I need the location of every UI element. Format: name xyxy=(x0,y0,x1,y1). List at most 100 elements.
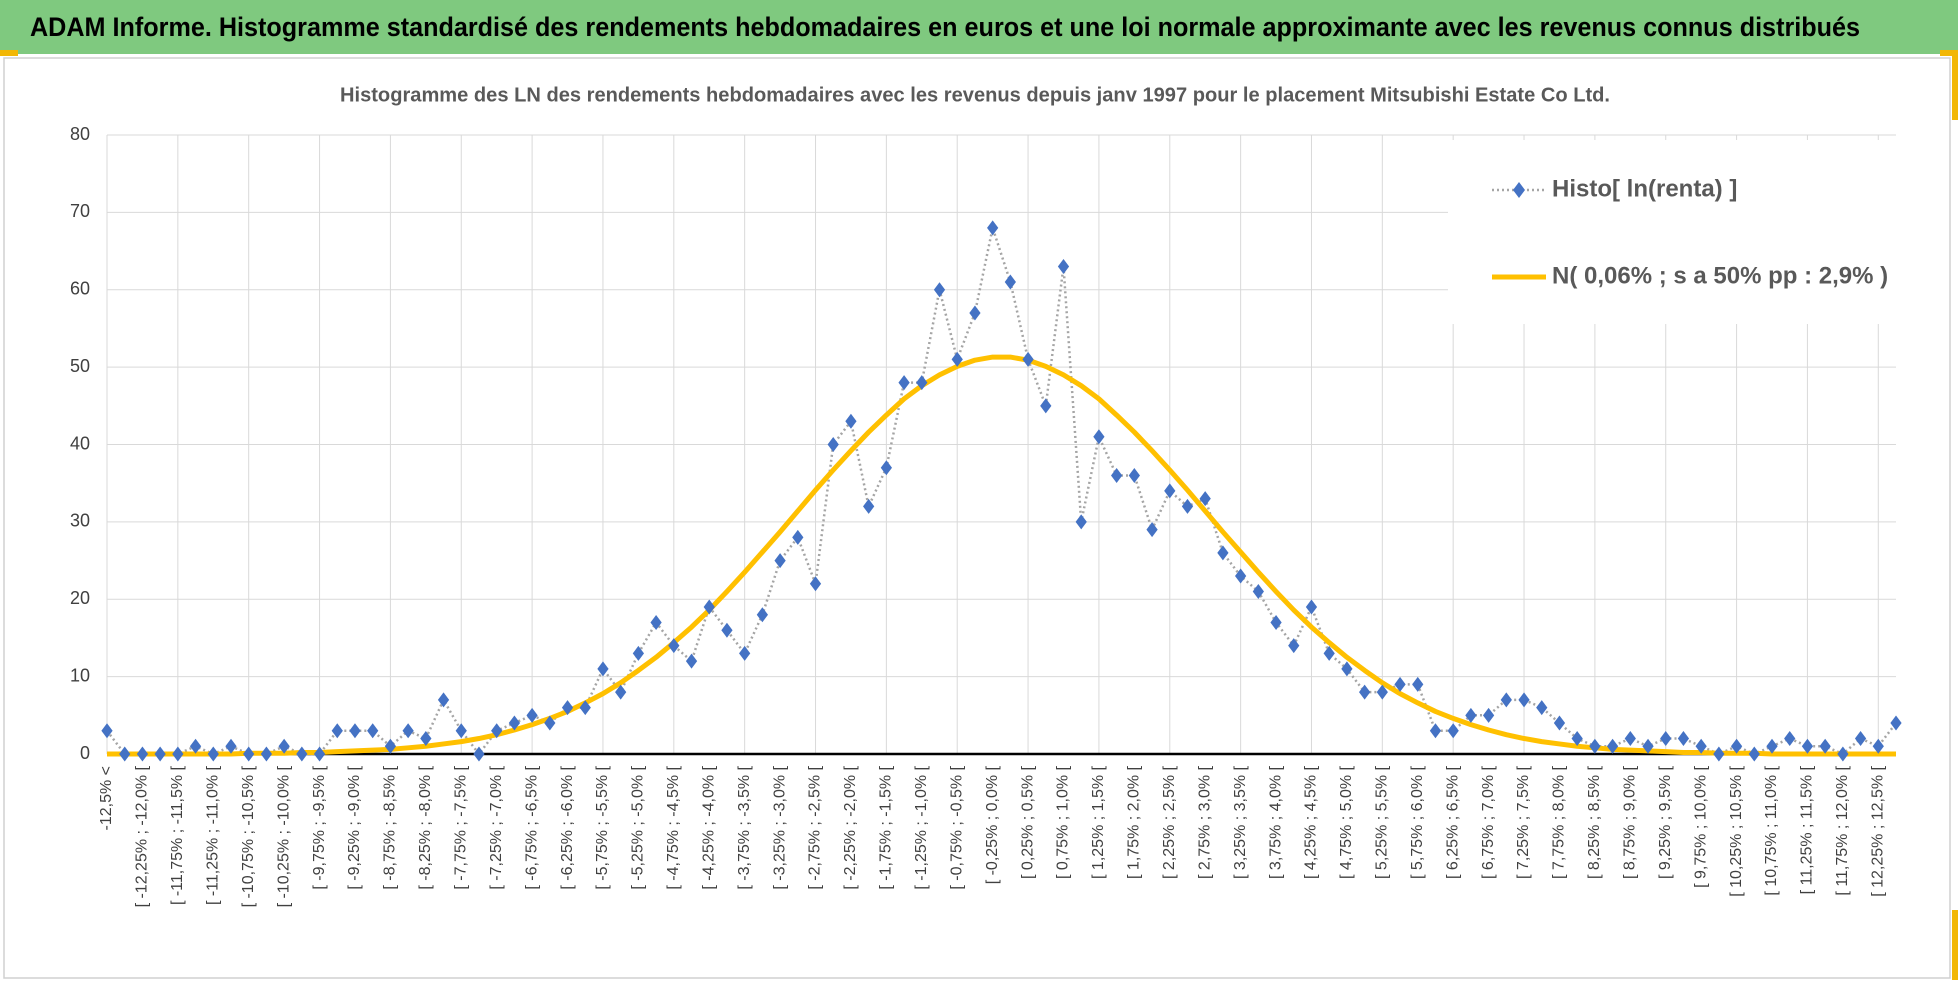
y-tick-label: 70 xyxy=(70,201,90,221)
marker xyxy=(792,529,804,545)
marker xyxy=(863,498,875,514)
marker xyxy=(1305,599,1318,615)
marker xyxy=(101,723,113,739)
x-tick-label: [ -11,75% ; -11,5% [ xyxy=(169,765,186,905)
marker xyxy=(455,723,467,739)
marker xyxy=(1518,692,1530,708)
x-tick-label: [ -0,75% ; -0,5% [ xyxy=(948,765,965,889)
marker xyxy=(1695,738,1707,754)
marker xyxy=(1589,738,1601,754)
marker xyxy=(1713,746,1725,762)
marker xyxy=(1571,731,1583,747)
y-tick-label: 30 xyxy=(70,511,90,531)
marker xyxy=(1394,676,1406,692)
marker xyxy=(1376,684,1388,700)
x-tick-label: [ -10,25% ; -10,0% [ xyxy=(275,765,292,907)
marker xyxy=(827,437,839,452)
marker xyxy=(1784,731,1796,747)
x-tick-label: [ 8,75% ; 9,0% [ xyxy=(1622,765,1639,879)
x-tick-label: [ -4,25% ; -4,0% [ xyxy=(700,765,717,889)
marker xyxy=(473,746,485,762)
marker xyxy=(1872,738,1884,754)
x-tick-label: [ -1,75% ; -1,5% [ xyxy=(878,765,895,889)
legend-label: Histo[ ln(renta) ] xyxy=(1552,175,1737,202)
x-tick-label: [ 3,25% ; 3,5% [ xyxy=(1232,765,1249,879)
marker xyxy=(845,413,857,429)
y-tick-label: 80 xyxy=(70,124,90,144)
title-banner xyxy=(0,0,1958,54)
legend-box xyxy=(1448,140,1910,324)
y-tick-label: 10 xyxy=(70,665,90,685)
marker xyxy=(367,723,379,739)
x-tick-label: [ -6,25% ; -6,0% [ xyxy=(559,765,576,889)
x-tick-label: [ 9,25% ; 9,5% [ xyxy=(1657,765,1674,879)
marker xyxy=(561,700,574,716)
x-tick-label: [ 4,25% ; 4,5% [ xyxy=(1303,765,1320,879)
x-tick-label: [ -1,25% ; -1,0% [ xyxy=(913,765,930,889)
marker xyxy=(1819,738,1831,754)
marker xyxy=(916,375,928,391)
marker xyxy=(1660,731,1672,747)
x-tick-label: [ 8,25% ; 8,5% [ xyxy=(1586,765,1603,879)
marker xyxy=(1146,522,1158,538)
marker xyxy=(1801,738,1814,754)
x-tick-label: [ -2,25% ; -2,0% [ xyxy=(842,765,859,889)
marker xyxy=(969,305,981,321)
marker xyxy=(1854,731,1867,747)
marker xyxy=(1429,723,1442,739)
marker xyxy=(1252,584,1264,600)
marker xyxy=(1766,738,1778,754)
marker xyxy=(1447,723,1459,739)
x-tick-label: [ -5,75% ; -5,5% [ xyxy=(594,765,611,889)
marker xyxy=(349,723,361,739)
marker xyxy=(756,607,769,623)
marker xyxy=(331,723,343,739)
marker xyxy=(1536,700,1548,716)
marker xyxy=(951,351,963,367)
legend-label: N( 0,06% ; s a 50% pp : 2,9% ) xyxy=(1552,262,1888,289)
marker xyxy=(296,746,308,762)
marker xyxy=(154,746,166,762)
marker xyxy=(189,738,202,754)
x-tick-label: [ 11,25% ; 11,5% [ xyxy=(1799,765,1816,894)
marker xyxy=(1323,645,1335,661)
marker xyxy=(632,645,645,661)
marker xyxy=(987,220,999,236)
y-tick-label: 20 xyxy=(70,588,90,608)
marker xyxy=(1217,545,1229,561)
corner xyxy=(1940,50,1958,56)
marker xyxy=(1624,731,1636,747)
marker xyxy=(1111,467,1123,483)
chart-frame xyxy=(3,57,1951,979)
marker xyxy=(1022,351,1034,367)
x-tick-label: [ 4,75% ; 5,0% [ xyxy=(1338,765,1355,879)
x-tick-label: [ -4,75% ; -4,5% [ xyxy=(665,765,682,889)
y-tick-label: 50 xyxy=(70,356,90,376)
marker xyxy=(1128,467,1140,483)
marker xyxy=(597,661,609,677)
marker xyxy=(1358,684,1371,700)
x-tick-label: [ -11,25% ; -11,0% [ xyxy=(204,765,221,905)
marker xyxy=(225,738,237,754)
marker xyxy=(1234,568,1247,584)
x-tick-label: [ -9,75% ; -9,5% [ xyxy=(311,765,328,889)
x-tick-label: [ -10,75% ; -10,5% [ xyxy=(240,765,257,907)
marker xyxy=(1075,514,1087,530)
marker xyxy=(933,282,946,298)
marker xyxy=(739,645,751,661)
marker xyxy=(313,746,326,762)
marker xyxy=(420,731,432,747)
x-tick-label: [ 11,75% ; 12,0% [ xyxy=(1834,765,1851,895)
x-tick-label: [ 2,75% ; 3,0% [ xyxy=(1196,765,1213,879)
marker xyxy=(1465,707,1477,723)
x-tick-label: [ -0,25% ; 0,0% [ xyxy=(984,765,1001,884)
marker xyxy=(136,746,149,762)
marker xyxy=(1341,661,1353,677)
y-tick-label: 40 xyxy=(70,433,90,453)
marker xyxy=(544,715,556,731)
x-tick-label: [ -5,25% ; -5,0% [ xyxy=(630,765,647,889)
y-tick-label: 60 xyxy=(70,279,90,299)
x-tick-label: [ -7,75% ; -7,5% [ xyxy=(452,765,469,889)
y-tick-label: 0 xyxy=(80,743,90,763)
